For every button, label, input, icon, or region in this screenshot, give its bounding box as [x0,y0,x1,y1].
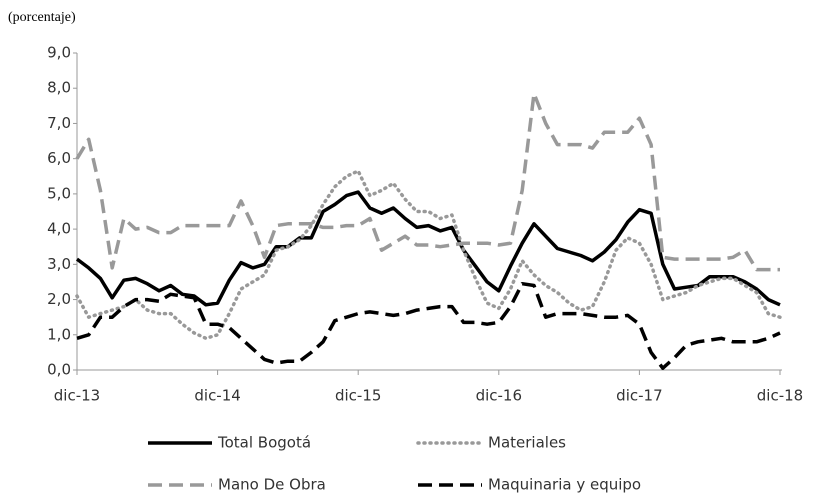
y-tick-label: 2,0 [47,290,71,308]
x-tick-label: dic-13 [54,387,100,405]
legend-label: Maquinaria y equipo [488,476,641,494]
x-tick-label: dic-18 [757,387,803,405]
y-tick-label: 6,0 [47,149,71,167]
x-tick-label: dic-17 [616,387,662,405]
series-line [75,91,780,272]
y-tick-label: 5,0 [47,184,71,202]
y-tick-label: 1,0 [47,325,71,343]
y-tick-label: 7,0 [47,114,71,132]
y-axis-title: (porcentaje) [8,10,76,25]
x-tick-label: dic-14 [194,387,240,405]
legend-label: Materiales [488,434,566,452]
x-tick-label: dic-15 [335,387,381,405]
y-tick-label: 0,0 [47,361,71,379]
series-line [75,190,781,307]
y-tick-label: 3,0 [47,255,71,273]
x-tick-label: dic-16 [476,387,522,405]
legend-label: Total Bogotá [217,434,311,452]
series-line [75,169,782,341]
y-tick-label: 8,0 [47,79,71,97]
y-tick-label: 4,0 [47,220,71,238]
y-tick-label: 9,0 [47,44,71,62]
legend-label: Mano De Obra [218,476,326,494]
series-line [76,281,781,370]
